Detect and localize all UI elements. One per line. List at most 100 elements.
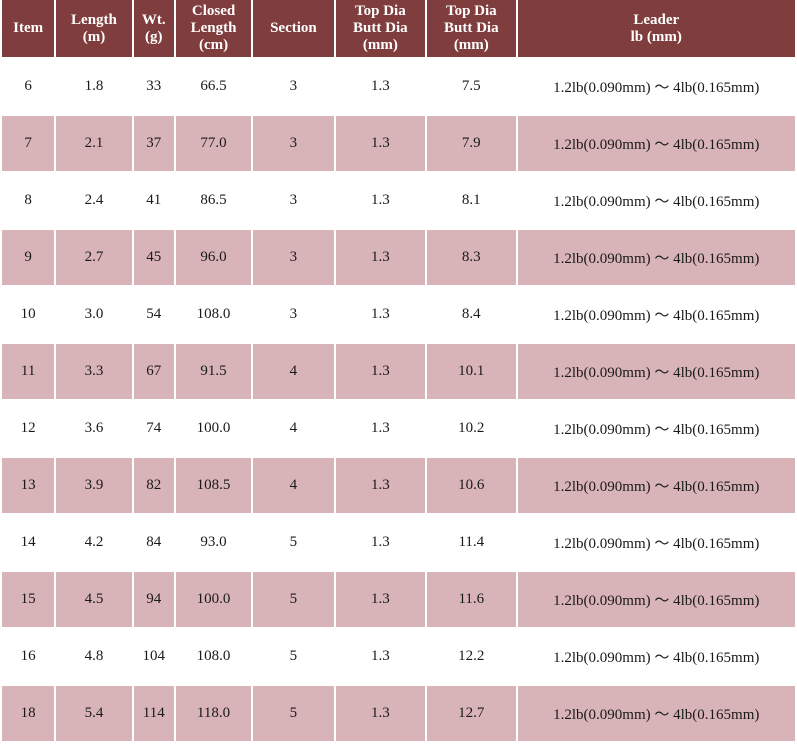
header-closed-length: Closed Length (cm) (175, 0, 252, 57)
header-line: Section (270, 20, 317, 36)
cell-closed-length: 100.0 (175, 401, 252, 456)
cell-leader: 1.2lb(0.090mm) ～ 4lb(0.165mm) (517, 629, 795, 684)
cell-item: 16 (2, 629, 55, 684)
header-weight: Wt. (g) (133, 0, 174, 57)
cell-butt-dia: 10.1 (427, 344, 516, 399)
cell-butt-dia: 7.9 (427, 116, 516, 171)
cell-closed-length: 77.0 (175, 116, 252, 171)
cell-weight: 37 (133, 116, 174, 171)
header-line: lb (mm) (630, 28, 682, 45)
cell-leader: 1.2lb(0.090mm) ～ 4lb(0.165mm) (517, 116, 795, 171)
cell-section: 5 (253, 629, 334, 684)
table-row: 7 2.1 37 77.0 3 1.3 7.9 1.2lb(0.090mm) ～ 4lb(0.… (2, 116, 795, 171)
cell-item: 12 (2, 401, 55, 456)
table-body: 6 1.8 33 66.5 3 1.3 7.5 1.2lb(0.090mm) ～ 4lb(0.… (2, 59, 795, 741)
cell-section: 3 (253, 116, 334, 171)
header-item: Item (2, 0, 55, 57)
cell-length: 4.5 (56, 572, 132, 627)
cell-closed-length: 100.0 (175, 572, 252, 627)
cell-section: 4 (253, 458, 334, 513)
cell-weight: 94 (133, 572, 174, 627)
cell-item: 10 (2, 287, 55, 342)
cell-item: 8 (2, 173, 55, 228)
cell-leader: 1.2lb(0.090mm) ～ 4lb(0.165mm) (517, 458, 795, 513)
cell-length: 2.4 (56, 173, 132, 228)
cell-length: 3.9 (56, 458, 132, 513)
header-line: Closed (191, 3, 236, 19)
cell-section: 5 (253, 515, 334, 570)
table-row: 9 2.7 45 96.0 3 1.3 8.3 1.2lb(0.090mm) ～ 4lb(0.… (2, 230, 795, 285)
cell-top-dia: 1.3 (335, 173, 426, 228)
cell-butt-dia: 12.2 (427, 629, 516, 684)
cell-section: 4 (253, 344, 334, 399)
cell-butt-dia: 8.1 (427, 173, 516, 228)
header-line: Butt Dia (444, 20, 499, 36)
header-line: (g) (144, 28, 163, 45)
cell-weight: 41 (133, 173, 174, 228)
cell-item: 7 (2, 116, 55, 171)
header-line: Length (190, 20, 237, 36)
table-row: 8 2.4 41 86.5 3 1.3 8.1 1.2lb(0.090mm) ～ 4lb(0.… (2, 173, 795, 228)
cell-closed-length: 108.0 (175, 287, 252, 342)
cell-leader: 1.2lb(0.090mm) ～ 4lb(0.165mm) (517, 230, 795, 285)
cell-closed-length: 91.5 (175, 344, 252, 399)
cell-butt-dia: 12.7 (427, 686, 516, 741)
cell-section: 3 (253, 287, 334, 342)
cell-top-dia: 1.3 (335, 344, 426, 399)
cell-item: 18 (2, 686, 55, 741)
header-line: (mm) (362, 37, 398, 53)
cell-length: 2.1 (56, 116, 132, 171)
header-line: Top Dia (445, 3, 497, 19)
cell-weight: 67 (133, 344, 174, 399)
table-row: 16 4.8 104 108.0 5 1.3 12.2 1.2lb(0.090mm) ～ 4l… (2, 629, 795, 684)
cell-weight: 54 (133, 287, 174, 342)
header-section: Section (253, 0, 334, 57)
cell-butt-dia: 10.6 (427, 458, 516, 513)
table-row: 6 1.8 33 66.5 3 1.3 7.5 1.2lb(0.090mm) ～ 4lb(0.… (2, 59, 795, 114)
cell-butt-dia: 8.3 (427, 230, 516, 285)
cell-section: 3 (253, 173, 334, 228)
cell-closed-length: 93.0 (175, 515, 252, 570)
table-row: 11 3.3 67 91.5 4 1.3 10.1 1.2lb(0.090mm) ～ 4lb(… (2, 344, 795, 399)
cell-top-dia: 1.3 (335, 458, 426, 513)
header-line: (mm) (453, 37, 489, 53)
cell-item: 15 (2, 572, 55, 627)
cell-length: 4.8 (56, 629, 132, 684)
cell-length: 5.4 (56, 686, 132, 741)
cell-closed-length: 108.5 (175, 458, 252, 513)
cell-item: 14 (2, 515, 55, 570)
header-length: Length (m) (56, 0, 132, 57)
cell-top-dia: 1.3 (335, 515, 426, 570)
header-row: Item Length (m) Wt. (g) Closed Length (cm) Secti… (2, 0, 795, 57)
cell-top-dia: 1.3 (335, 401, 426, 456)
cell-weight: 33 (133, 59, 174, 114)
cell-butt-dia: 7.5 (427, 59, 516, 114)
cell-weight: 45 (133, 230, 174, 285)
cell-length: 2.7 (56, 230, 132, 285)
table-row: 13 3.9 82 108.5 4 1.3 10.6 1.2lb(0.090mm) ～ 4lb… (2, 458, 795, 513)
header-line: (cm) (198, 37, 229, 53)
cell-length: 3.0 (56, 287, 132, 342)
header-line: Wt. (141, 11, 166, 28)
cell-weight: 84 (133, 515, 174, 570)
cell-length: 3.6 (56, 401, 132, 456)
table-row: 18 5.4 114 118.0 5 1.3 12.7 1.2lb(0.090mm) ～ 4l… (2, 686, 795, 741)
cell-top-dia: 1.3 (335, 116, 426, 171)
cell-leader: 1.2lb(0.090mm) ～ 4lb(0.165mm) (517, 287, 795, 342)
header-line: Butt Dia (353, 20, 408, 36)
cell-butt-dia: 11.6 (427, 572, 516, 627)
cell-item: 13 (2, 458, 55, 513)
cell-section: 4 (253, 401, 334, 456)
cell-leader: 1.2lb(0.090mm) ～ 4lb(0.165mm) (517, 572, 795, 627)
cell-leader: 1.2lb(0.090mm) ～ 4lb(0.165mm) (517, 173, 795, 228)
cell-section: 5 (253, 686, 334, 741)
header-line: Leader (633, 11, 680, 28)
cell-top-dia: 1.3 (335, 686, 426, 741)
header-line: Item (13, 20, 44, 36)
header-line: (m) (82, 28, 106, 45)
cell-length: 1.8 (56, 59, 132, 114)
cell-section: 5 (253, 572, 334, 627)
cell-top-dia: 1.3 (335, 629, 426, 684)
header-line: Top Dia (354, 3, 406, 19)
cell-butt-dia: 11.4 (427, 515, 516, 570)
